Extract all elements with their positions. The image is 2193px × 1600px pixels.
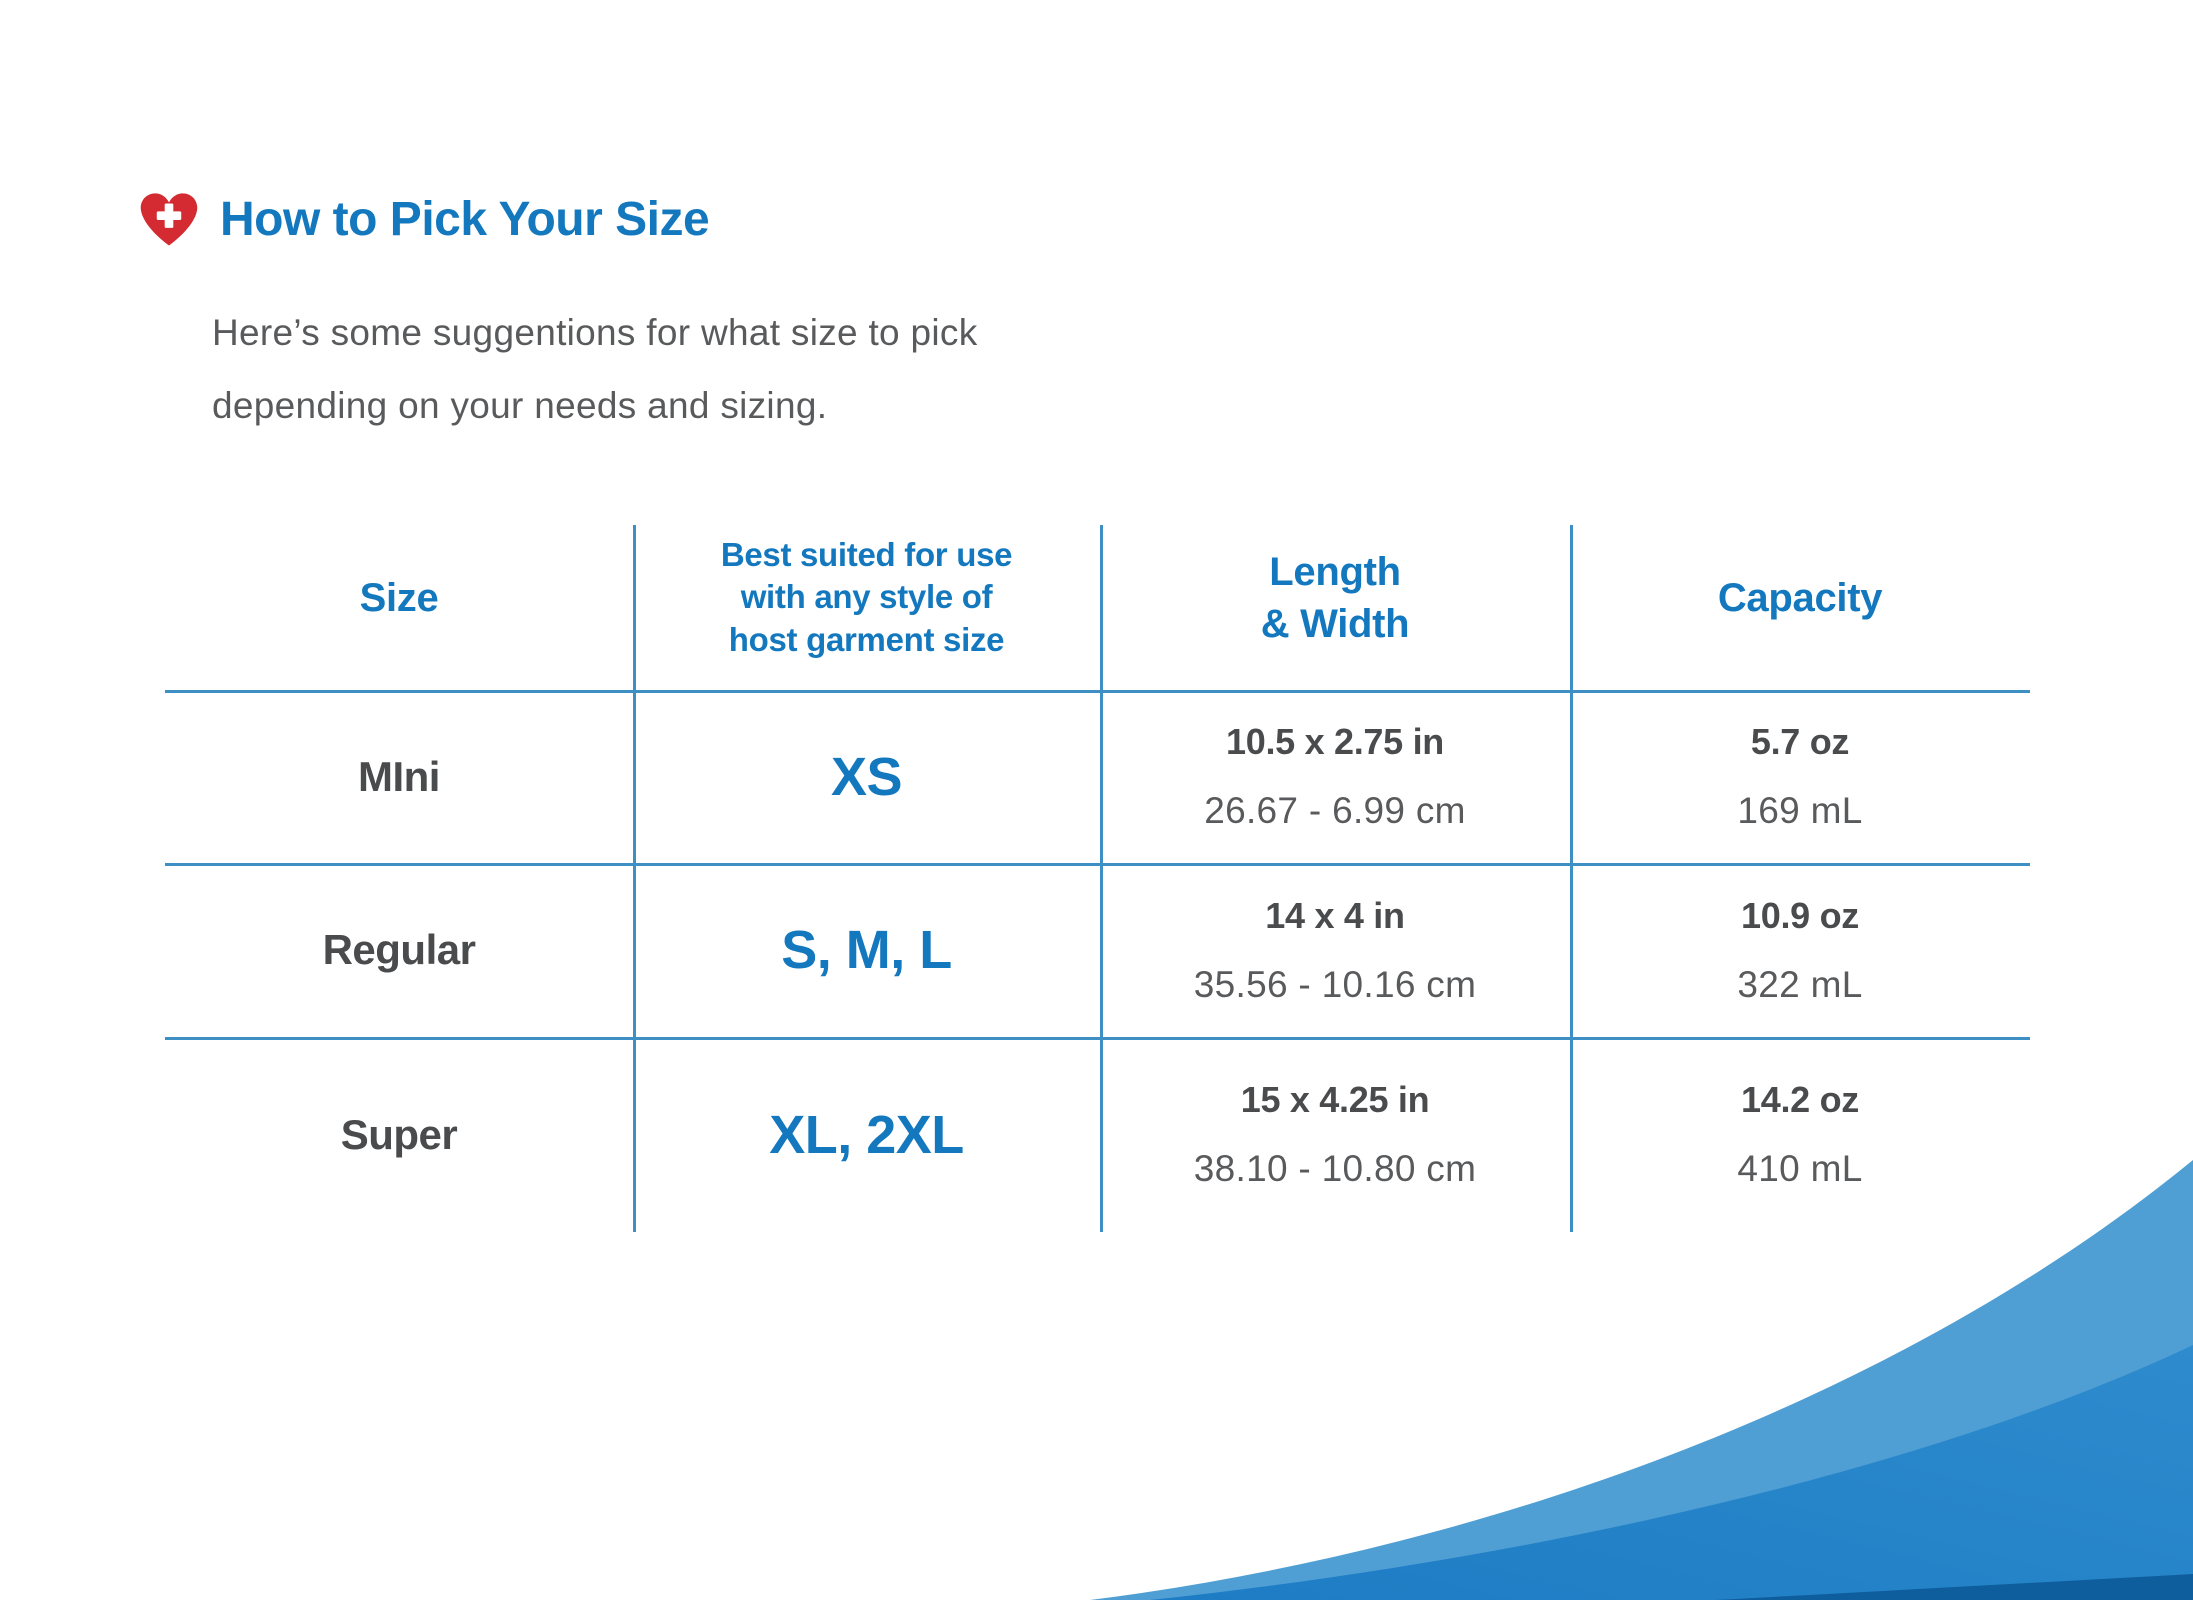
table-row-dimensions: 14 x 4 in 35.56 - 10.16 cm bbox=[1100, 863, 1570, 1037]
capacity-oz: 14.2 oz bbox=[1741, 1079, 1859, 1120]
page-subtitle: Here’s some suggentions for what size to… bbox=[212, 312, 978, 426]
table-row-garment-size: XS bbox=[830, 746, 903, 807]
size-table: Size Best suited for use with any style … bbox=[165, 505, 2030, 1232]
column-header-capacity: Capacity bbox=[1717, 575, 1883, 620]
table-row-garment-size: S, M, L bbox=[781, 920, 952, 980]
table-row-garment-size: XL, 2XL bbox=[769, 1104, 964, 1165]
dimensions-inches: 14 x 4 in bbox=[1265, 894, 1405, 936]
table-row-divider bbox=[165, 1037, 2030, 1040]
dimensions-cm: 35.56 - 10.16 cm bbox=[1193, 963, 1477, 1005]
dimensions-inches: 10.5 x 2.75 in bbox=[1226, 721, 1444, 762]
medical-heart-icon bbox=[140, 192, 198, 246]
table-column-divider bbox=[1100, 525, 1103, 1232]
column-header-length-width: Length & Width bbox=[1260, 549, 1410, 646]
table-column-divider bbox=[633, 525, 636, 1232]
table-row-dimensions: 15 x 4.25 in 38.10 - 10.80 cm bbox=[1100, 1037, 1570, 1232]
dimensions-inches: 15 x 4.25 in bbox=[1240, 1079, 1430, 1120]
dimensions-cm: 38.10 - 10.80 cm bbox=[1193, 1148, 1477, 1189]
capacity-ml: 322 mL bbox=[1737, 963, 1863, 1005]
dimensions-cm: 26.67 - 6.99 cm bbox=[1204, 790, 1466, 831]
column-header-size: Size bbox=[359, 575, 439, 620]
page-title: How to Pick Your Size bbox=[220, 193, 710, 246]
capacity-oz: 10.9 oz bbox=[1741, 894, 1859, 936]
table-row-divider bbox=[165, 863, 2030, 866]
table-row-dimensions: 10.5 x 2.75 in 26.67 - 6.99 cm bbox=[1100, 690, 1570, 863]
table-row-capacity: 10.9 oz 322 mL bbox=[1570, 863, 2030, 1037]
page-header: How to Pick Your Size bbox=[140, 192, 710, 247]
table-row-capacity: 5.7 oz 169 mL bbox=[1570, 690, 2030, 863]
table-row-divider bbox=[165, 690, 2030, 693]
capacity-ml: 410 mL bbox=[1737, 1148, 1863, 1189]
table-row-size-label: Regular bbox=[322, 926, 476, 973]
table-row-size-label: MIni bbox=[358, 752, 440, 800]
table-row-capacity: 14.2 oz 410 mL bbox=[1570, 1037, 2030, 1232]
column-header-garment: Best suited for use with any style of ho… bbox=[720, 536, 1013, 658]
capacity-oz: 5.7 oz bbox=[1750, 721, 1850, 762]
table-column-divider bbox=[1570, 525, 1573, 1232]
table-row-size-label: Super bbox=[340, 1110, 458, 1158]
capacity-ml: 169 mL bbox=[1737, 790, 1863, 831]
